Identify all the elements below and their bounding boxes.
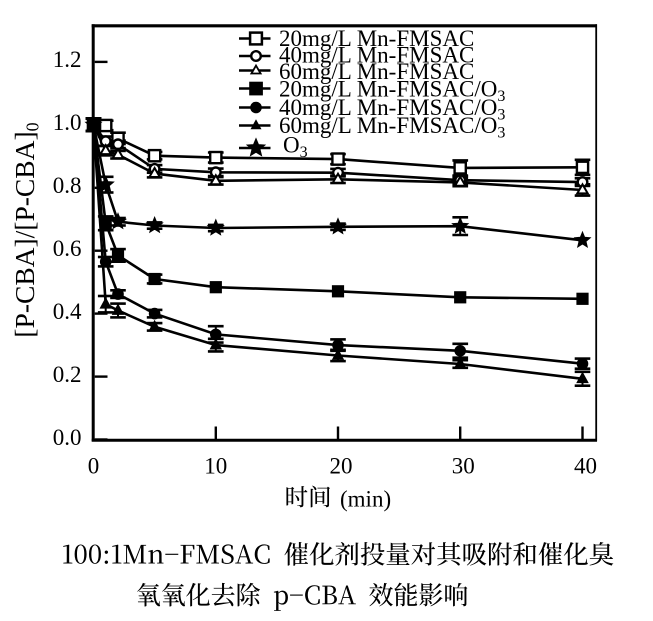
svg-text:(min): (min) — [340, 487, 391, 512]
svg-text:20mg/L Mn-FMSAC/O3: 20mg/L Mn-FMSAC/O3 — [279, 77, 505, 106]
svg-text:10: 10 — [204, 454, 227, 479]
svg-text:0.6: 0.6 — [53, 236, 82, 261]
svg-text:0.4: 0.4 — [53, 299, 82, 324]
svg-text:1.0: 1.0 — [53, 110, 82, 135]
svg-text:[P-CBA]/[P-CBA]0: [P-CBA]/[P-CBA]0 — [9, 122, 43, 337]
svg-text:0.8: 0.8 — [53, 173, 82, 198]
svg-text:20: 20 — [330, 454, 353, 479]
svg-text:0.0: 0.0 — [53, 425, 82, 450]
svg-text:30: 30 — [452, 454, 475, 479]
svg-text:20mg/L Mn-FMSAC: 20mg/L Mn-FMSAC — [279, 26, 474, 51]
svg-text:60mg/L Mn-FMSAC: 60mg/L Mn-FMSAC — [279, 59, 474, 84]
svg-text:1.2: 1.2 — [53, 47, 82, 72]
svg-text:0: 0 — [88, 454, 100, 479]
svg-text:O3: O3 — [283, 132, 308, 161]
svg-text:0.2: 0.2 — [53, 362, 82, 387]
svg-text:40mg/L Mn-FMSAC/O3: 40mg/L Mn-FMSAC/O3 — [279, 95, 505, 124]
svg-text:40: 40 — [574, 454, 597, 479]
svg-text:60mg/L Mn-FMSAC/O3: 60mg/L Mn-FMSAC/O3 — [279, 113, 505, 142]
svg-text:40mg/L Mn-FMSAC: 40mg/L Mn-FMSAC — [279, 42, 474, 67]
